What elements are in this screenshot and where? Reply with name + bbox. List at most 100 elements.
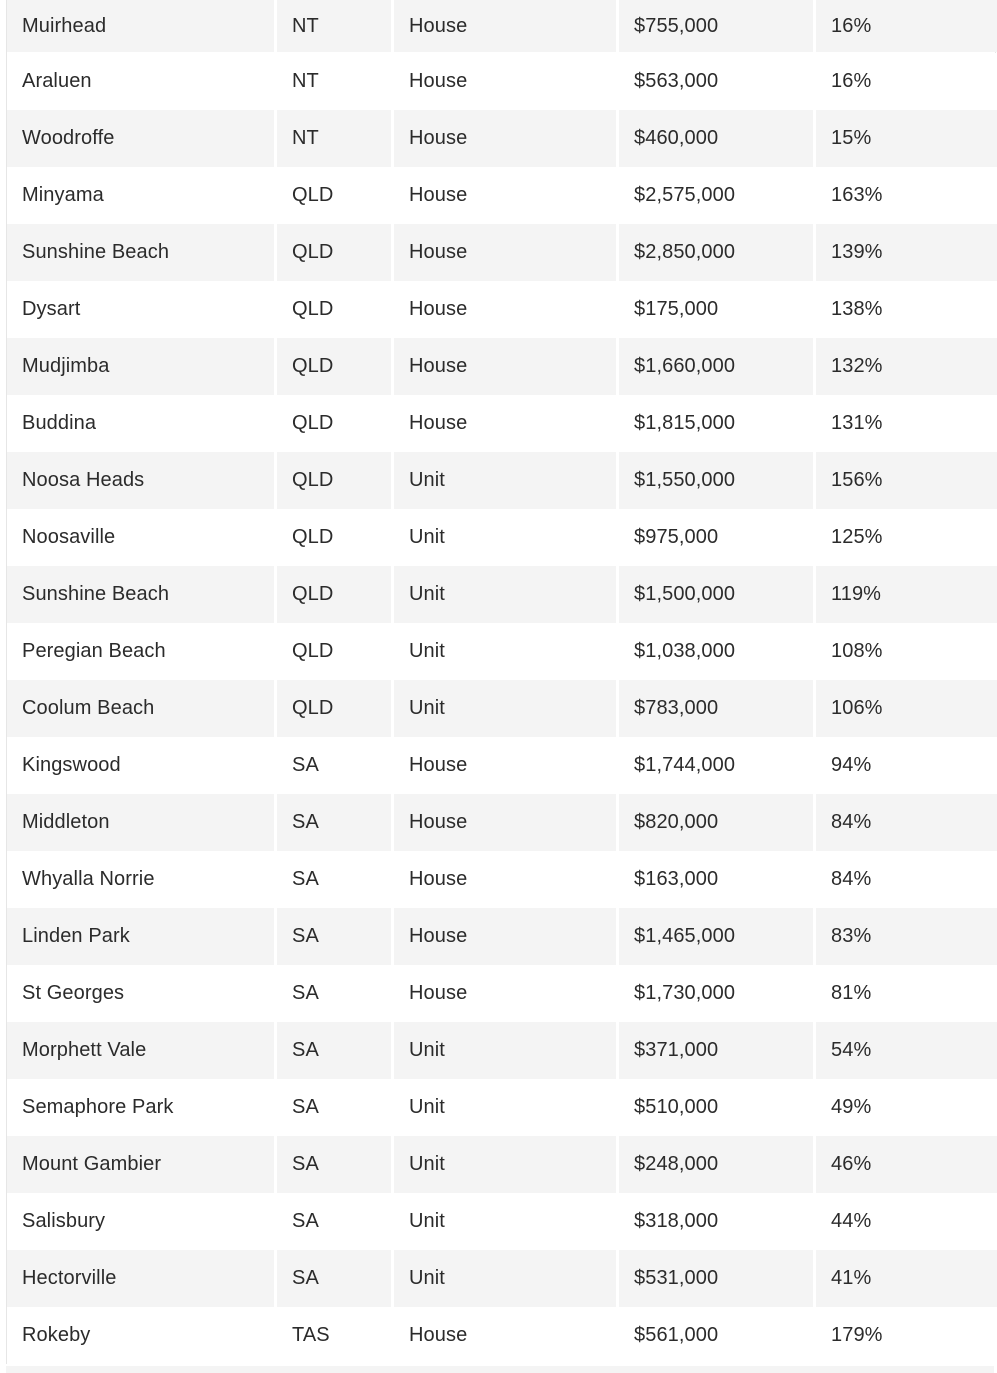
- table-row: Middleton SA House $820,000 84%: [7, 794, 997, 851]
- suburb-cell: Minyama: [7, 167, 274, 224]
- growth-cell: 138%: [816, 281, 997, 338]
- property-type-cell: House: [394, 53, 616, 110]
- state-cell: NT: [277, 0, 391, 52]
- state-cell: SA: [277, 1136, 391, 1193]
- table-row: Peregian Beach QLD Unit $1,038,000 108%: [7, 623, 997, 680]
- growth-cell: 131%: [816, 395, 997, 452]
- growth-cell: 41%: [816, 1250, 997, 1307]
- property-type-cell: Unit: [394, 1250, 616, 1307]
- suburb-cell: Noosa Heads: [7, 452, 274, 509]
- table-row: Morphett Vale SA Unit $371,000 54%: [7, 1022, 997, 1079]
- table-row: Araluen NT House $563,000 16%: [7, 53, 997, 110]
- growth-cell: 84%: [816, 851, 997, 908]
- property-type-cell: Unit: [394, 452, 616, 509]
- property-type-cell: House: [394, 908, 616, 965]
- suburb-cell: Hectorville: [7, 1250, 274, 1307]
- state-cell: SA: [277, 1022, 391, 1079]
- median-price-cell: $1,550,000: [619, 452, 813, 509]
- state-cell: QLD: [277, 623, 391, 680]
- growth-cell: 179%: [816, 1307, 997, 1364]
- table-row: Sunshine Beach QLD Unit $1,500,000 119%: [7, 566, 997, 623]
- suburb-cell: Morphett Vale: [7, 1022, 274, 1079]
- table-row: Kingswood SA House $1,744,000 94%: [7, 737, 997, 794]
- suburb-cell: Coolum Beach: [7, 680, 274, 737]
- state-cell: NT: [277, 53, 391, 110]
- state-cell: QLD: [277, 566, 391, 623]
- median-price-cell: $1,730,000: [619, 965, 813, 1022]
- growth-cell: 163%: [816, 167, 997, 224]
- table-row: Hectorville SA Unit $531,000 41%: [7, 1250, 997, 1307]
- growth-cell: 16%: [816, 0, 997, 52]
- table-row: Buddina QLD House $1,815,000 131%: [7, 395, 997, 452]
- suburb-cell: Whyalla Norrie: [7, 851, 274, 908]
- median-price-cell: $1,744,000: [619, 737, 813, 794]
- median-price-cell: $175,000: [619, 281, 813, 338]
- property-type-cell: House: [394, 965, 616, 1022]
- growth-cell: 83%: [816, 908, 997, 965]
- growth-cell: 156%: [816, 452, 997, 509]
- state-cell: SA: [277, 965, 391, 1022]
- median-price-cell: $755,000: [619, 0, 813, 52]
- table-row: Mount Gambier SA Unit $248,000 46%: [7, 1136, 997, 1193]
- median-price-cell: $820,000: [619, 794, 813, 851]
- growth-cell: 46%: [816, 1136, 997, 1193]
- property-growth-table: Muirhead NT House $755,000 16% Araluen N…: [6, 0, 997, 1364]
- median-price-cell: $163,000: [619, 851, 813, 908]
- growth-cell: 81%: [816, 965, 997, 1022]
- growth-cell: 44%: [816, 1193, 997, 1250]
- table-row: Woodroffe NT House $460,000 15%: [7, 110, 997, 167]
- suburb-cell: Mount Gambier: [7, 1136, 274, 1193]
- median-price-cell: $1,038,000: [619, 623, 813, 680]
- growth-cell: 94%: [816, 737, 997, 794]
- median-price-cell: $460,000: [619, 110, 813, 167]
- growth-cell: 119%: [816, 566, 997, 623]
- state-cell: NT: [277, 110, 391, 167]
- suburb-cell: Woodroffe: [7, 110, 274, 167]
- property-type-cell: House: [394, 338, 616, 395]
- median-price-cell: $1,465,000: [619, 908, 813, 965]
- suburb-cell: Dysart: [7, 281, 274, 338]
- suburb-cell: Kingswood: [7, 737, 274, 794]
- table-row: Rokeby TAS House $561,000 179%: [7, 1307, 997, 1364]
- table-row: Noosaville QLD Unit $975,000 125%: [7, 509, 997, 566]
- property-type-cell: Unit: [394, 566, 616, 623]
- table-row: Mudjimba QLD House $1,660,000 132%: [7, 338, 997, 395]
- median-price-cell: $2,850,000: [619, 224, 813, 281]
- property-type-cell: House: [394, 1307, 616, 1364]
- table-row: Coolum Beach QLD Unit $783,000 106%: [7, 680, 997, 737]
- suburb-cell: Rokeby: [7, 1307, 274, 1364]
- property-type-cell: House: [394, 167, 616, 224]
- median-price-cell: $371,000: [619, 1022, 813, 1079]
- property-type-cell: House: [394, 794, 616, 851]
- table-row: Sunshine Beach QLD House $2,850,000 139%: [7, 224, 997, 281]
- suburb-cell: Semaphore Park: [7, 1079, 274, 1136]
- property-type-cell: Unit: [394, 1079, 616, 1136]
- state-cell: SA: [277, 737, 391, 794]
- property-type-cell: House: [394, 281, 616, 338]
- suburb-cell: Araluen: [7, 53, 274, 110]
- table-row: Linden Park SA House $1,465,000 83%: [7, 908, 997, 965]
- property-type-cell: House: [394, 395, 616, 452]
- property-type-cell: House: [394, 110, 616, 167]
- property-type-cell: Unit: [394, 509, 616, 566]
- growth-cell: 84%: [816, 794, 997, 851]
- table-row: Minyama QLD House $2,575,000 163%: [7, 167, 997, 224]
- growth-cell: 16%: [816, 53, 997, 110]
- state-cell: SA: [277, 1079, 391, 1136]
- state-cell: QLD: [277, 224, 391, 281]
- table-row: Salisbury SA Unit $318,000 44%: [7, 1193, 997, 1250]
- median-price-cell: $318,000: [619, 1193, 813, 1250]
- state-cell: QLD: [277, 395, 391, 452]
- property-type-cell: Unit: [394, 623, 616, 680]
- table-row: St Georges SA House $1,730,000 81%: [7, 965, 997, 1022]
- suburb-cell: Muirhead: [7, 0, 274, 52]
- suburb-cell: Noosaville: [7, 509, 274, 566]
- growth-cell: 139%: [816, 224, 997, 281]
- growth-cell: 54%: [816, 1022, 997, 1079]
- property-type-cell: House: [394, 737, 616, 794]
- property-type-cell: Unit: [394, 1136, 616, 1193]
- table-row: Noosa Heads QLD Unit $1,550,000 156%: [7, 452, 997, 509]
- property-type-cell: House: [394, 224, 616, 281]
- state-cell: QLD: [277, 281, 391, 338]
- median-price-cell: $2,575,000: [619, 167, 813, 224]
